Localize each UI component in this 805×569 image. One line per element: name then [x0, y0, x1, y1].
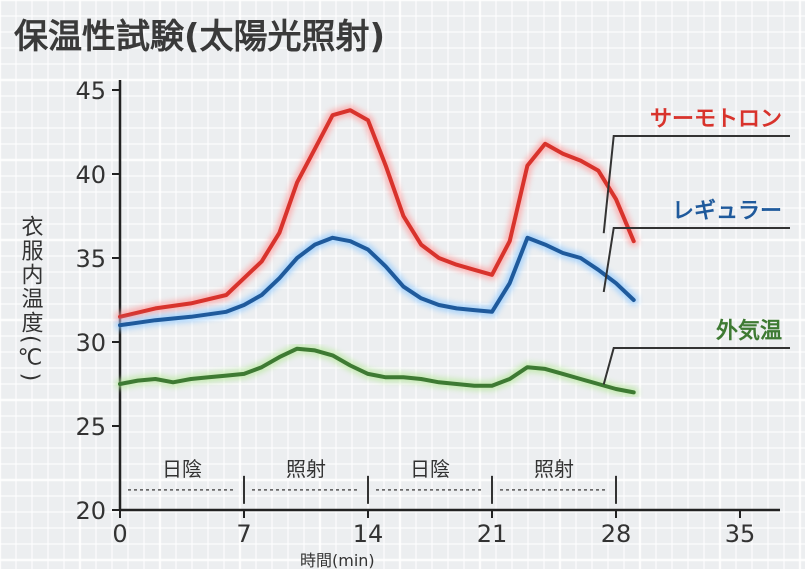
phase-bands: 日陰 照射 日陰 照射	[128, 457, 617, 504]
series-line	[118, 235, 636, 328]
legend-label: レギュラー	[672, 199, 782, 224]
y-tick-label: 20	[75, 497, 106, 525]
series-line	[118, 346, 636, 395]
x-tick-label: 7	[236, 520, 251, 548]
series-line	[118, 108, 636, 319]
legend-label: 外気温	[716, 318, 782, 344]
phase-label: 日陰	[410, 457, 450, 481]
y-tick-label: 30	[75, 329, 106, 357]
chart-title: 保温性試験(太陽光照射)	[14, 17, 385, 57]
legend-label: サーモトロン	[650, 107, 782, 132]
phase-label: 照射	[286, 457, 326, 481]
y-tick-label: 25	[75, 413, 106, 441]
legend-leader-line	[602, 347, 790, 385]
phase-label: 日陰	[162, 457, 202, 481]
x-tick-label: 28	[601, 520, 632, 548]
y-axis-label: 衣服内温度(℃)	[18, 215, 44, 383]
x-tick-label: 35	[725, 520, 756, 548]
y-tick-label: 45	[75, 77, 106, 105]
y-tick-label: 40	[75, 161, 106, 189]
axes: 20 25 30 35 40 45 0 7 14 21 28 35 衣服内温度(℃)	[18, 77, 780, 548]
legend-leader-line	[602, 227, 790, 293]
x-tick-label: 21	[477, 520, 508, 548]
x-tick-label: 14	[353, 520, 384, 548]
x-axis-label: 時間(min)	[300, 551, 375, 569]
x-tick-label: 0	[112, 520, 127, 548]
phase-label: 照射	[534, 457, 574, 481]
y-tick-label: 35	[75, 245, 106, 273]
legend-leader-line	[602, 135, 790, 234]
series-layer	[115, 105, 639, 398]
